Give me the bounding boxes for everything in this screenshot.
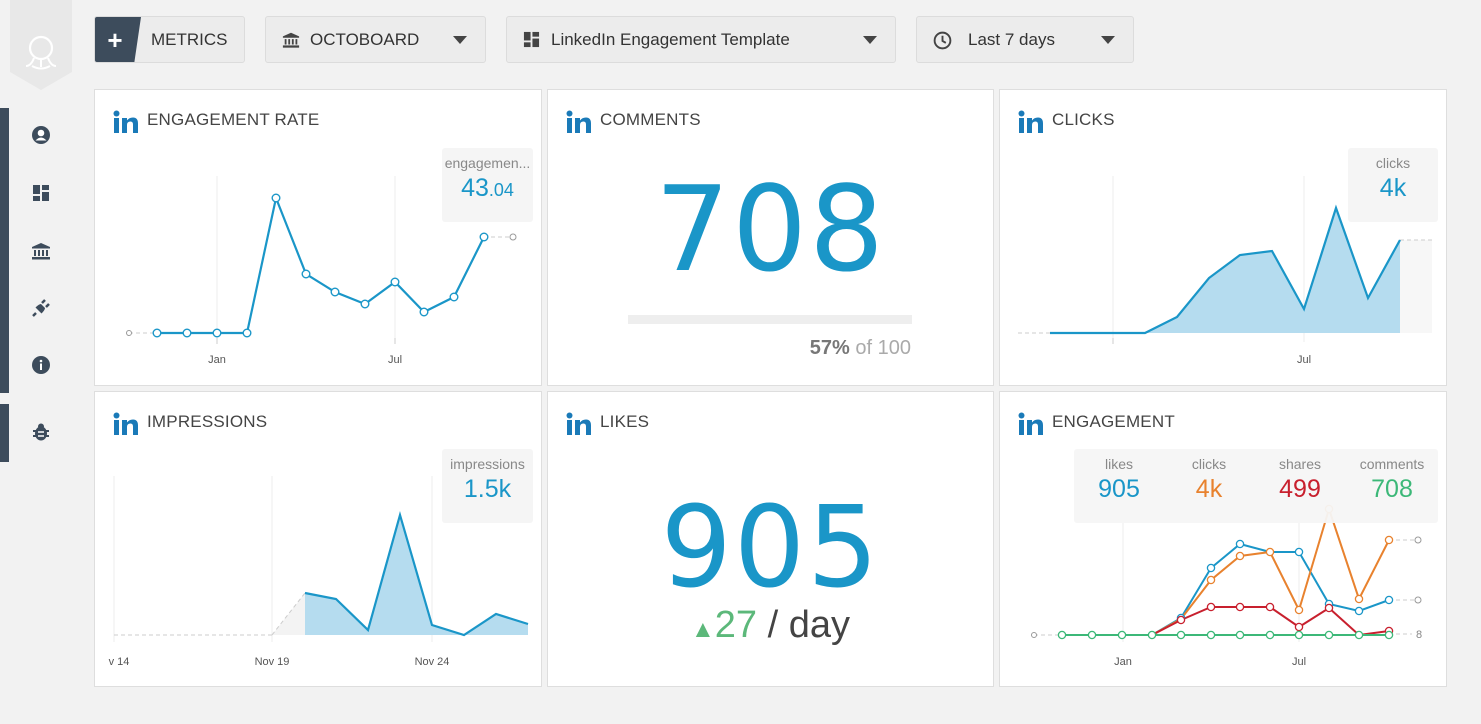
- impressions-chart: v 14 Nov 19 Nov 24: [109, 476, 529, 668]
- stat-label: impressions: [450, 456, 525, 472]
- x-tick: Jul: [1292, 656, 1306, 668]
- card-title: ENGAGEMENT: [1052, 412, 1175, 431]
- x-tick: Jan: [1114, 656, 1132, 668]
- engagement-chart: 8 Jan Jul: [1031, 476, 1422, 668]
- chevron-down-icon: [1101, 36, 1115, 44]
- bank-icon: [282, 31, 300, 54]
- likes-value: 905: [660, 483, 881, 613]
- legend-clicks: clicks 4k: [1191, 456, 1227, 503]
- card-title: COMMENTS: [600, 110, 701, 129]
- linkedin-icon: [566, 412, 591, 435]
- legend-likes: likes 905: [1098, 456, 1140, 503]
- datasource-label: OCTOBOARD: [310, 30, 420, 49]
- svg-text:8: 8: [1416, 629, 1422, 641]
- card-title: ENGAGEMENT RATE: [147, 110, 320, 129]
- stat-box: impressions 1.5k: [442, 449, 533, 523]
- up-arrow-icon: ▲: [691, 616, 715, 643]
- x-tick: Nov 19: [255, 656, 290, 668]
- x-tick: Jul: [1297, 354, 1311, 366]
- info-icon[interactable]: [30, 354, 52, 376]
- stat-box: clicks 4k: [1348, 148, 1438, 222]
- likes-card[interactable]: LIKES 905 ▲27 / day: [547, 391, 994, 687]
- linkedin-icon: [566, 110, 591, 133]
- datasource-dropdown[interactable]: OCTOBOARD: [265, 16, 486, 63]
- linkedin-icon: [113, 110, 138, 133]
- engagement-card[interactable]: ENGAGEMENT 8 Jan Jul likes 905 clicks: [999, 391, 1447, 687]
- progress-fill: [628, 315, 790, 324]
- x-tick: v 14: [109, 656, 130, 668]
- daterange-dropdown[interactable]: Last 7 days: [916, 16, 1134, 63]
- sidebar-active-strip-2: [0, 404, 9, 462]
- progress-bar: [628, 315, 912, 324]
- stat-label: engagemen...: [444, 155, 531, 171]
- bank-icon[interactable]: [30, 240, 52, 262]
- stat-value: 4k: [1379, 174, 1407, 202]
- x-tick: Jul: [388, 354, 402, 366]
- x-tick: Nov 24: [415, 656, 450, 668]
- legend-shares: shares 499: [1278, 456, 1322, 503]
- add-metrics-button[interactable]: + METRICS: [94, 16, 245, 63]
- clock-icon: [933, 31, 952, 55]
- clicks-card[interactable]: CLICKS Jul clicks 4k: [999, 89, 1447, 386]
- stat-box: engagemen... 43.04: [442, 148, 533, 222]
- template-label: LinkedIn Engagement Template: [551, 30, 790, 49]
- daterange-label: Last 7 days: [968, 30, 1055, 49]
- dashboard-icon: [523, 31, 540, 53]
- engagement-rate-chart: Jan Jul: [126, 176, 517, 366]
- plus-icon: +: [95, 17, 141, 62]
- plug-icon[interactable]: [30, 297, 52, 319]
- stat-value: 43.04: [461, 174, 514, 202]
- card-title: LIKES: [600, 412, 650, 431]
- likes-delta: ▲27 / day: [691, 604, 850, 646]
- stat-label: clicks: [1375, 155, 1411, 171]
- x-tick: Jan: [208, 354, 226, 366]
- chevron-down-icon: [863, 36, 877, 44]
- card-title: CLICKS: [1052, 110, 1115, 129]
- card-title: IMPRESSIONS: [147, 412, 268, 431]
- sidebar-active-strip: [0, 108, 9, 393]
- comments-value: 708: [654, 160, 887, 298]
- stat-value: 1.5k: [463, 475, 512, 503]
- progress-caption: 57% of 100: [809, 337, 911, 359]
- octoboard-logo[interactable]: [10, 0, 72, 90]
- dashboard-icon[interactable]: [30, 182, 52, 204]
- metrics-label: METRICS: [151, 30, 228, 49]
- sidebar: [0, 0, 82, 724]
- engagement-legend: likes 905 clicks 4k shares 499 comments …: [1074, 449, 1438, 523]
- linkedin-icon: [113, 412, 138, 435]
- legend-comments: comments 708: [1359, 456, 1425, 503]
- linkedin-icon: [1018, 412, 1043, 435]
- clicks-chart: Jul: [1018, 176, 1432, 366]
- template-dropdown[interactable]: LinkedIn Engagement Template: [506, 16, 896, 63]
- impressions-card[interactable]: IMPRESSIONS v 14 Nov 19 Nov 24 impressio…: [94, 391, 542, 687]
- comments-card[interactable]: COMMENTS 708 57% of 100: [547, 89, 994, 386]
- engagement-rate-card[interactable]: ENGAGEMENT RATE Jan Jul engagemen... 43.…: [94, 89, 542, 386]
- linkedin-icon: [1018, 110, 1043, 133]
- chevron-down-icon: [453, 36, 467, 44]
- account-icon[interactable]: [30, 124, 52, 146]
- bug-icon[interactable]: [30, 421, 52, 443]
